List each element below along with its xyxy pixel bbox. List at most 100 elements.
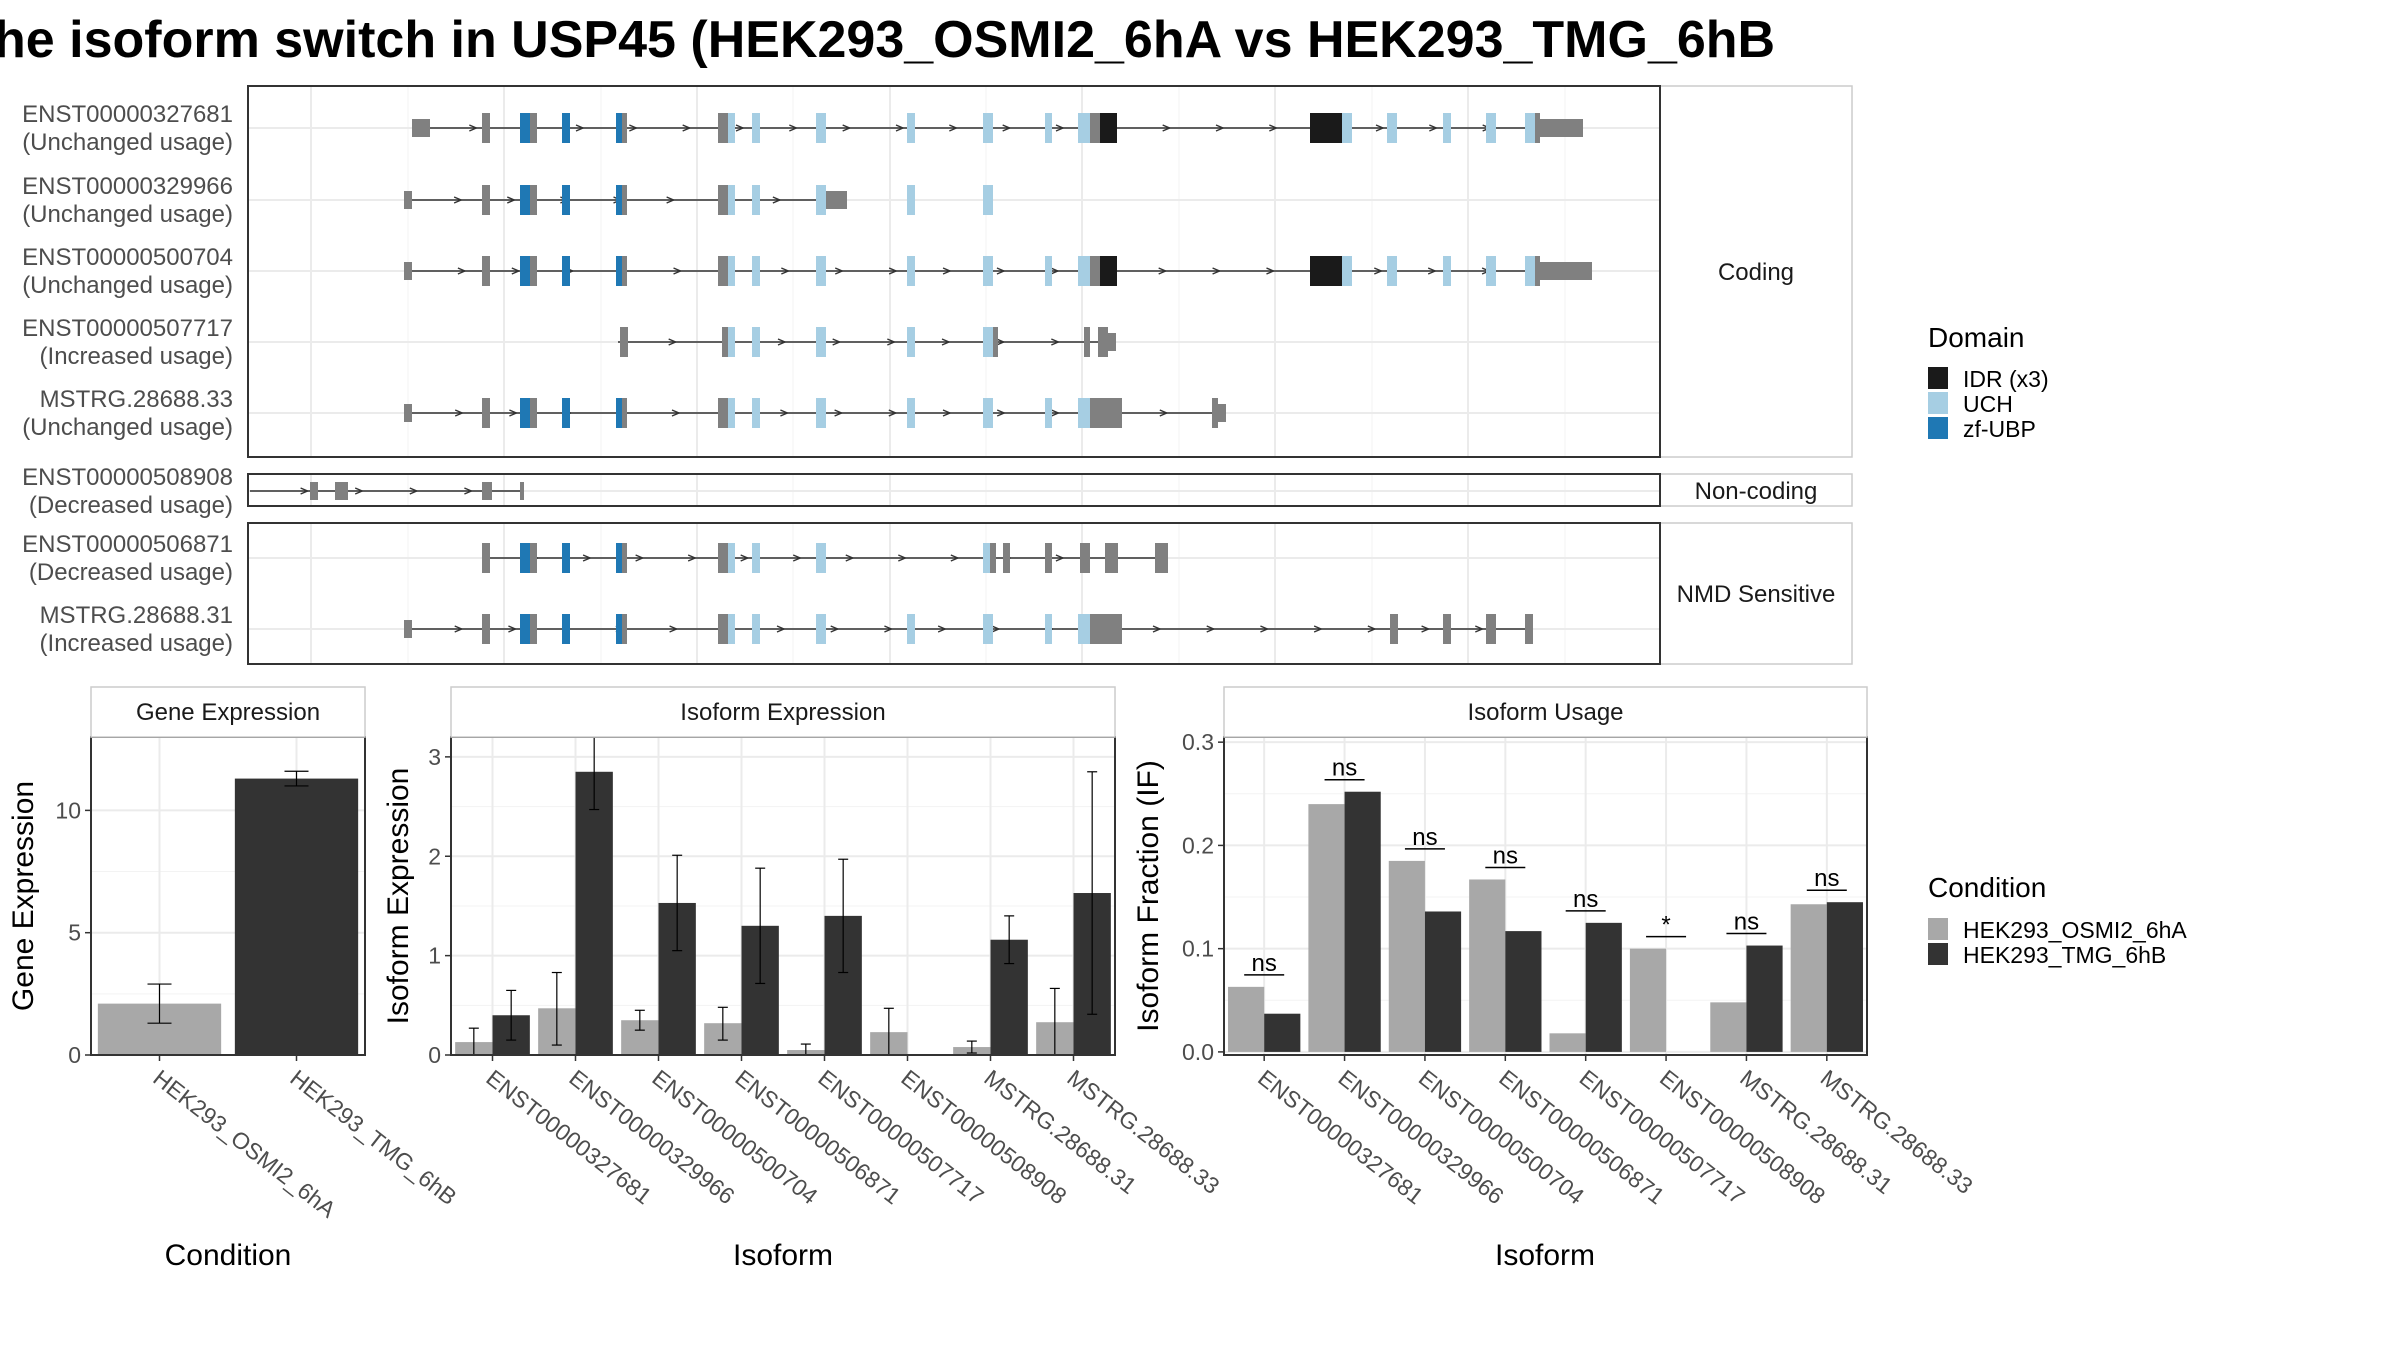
exon-cds: [983, 327, 993, 357]
intron-arrow: [834, 409, 844, 417]
intron-arrow: [687, 554, 697, 562]
transcript-structure-plot: Coding Non-coding NMD Sensitive ENST0000032…: [22, 85, 1853, 665]
exon-cds: [1084, 327, 1090, 357]
intron-arrow: [941, 338, 951, 346]
intron-arrow: [1002, 124, 1012, 132]
exon-cds: [1090, 614, 1100, 644]
exon-cds: [1100, 113, 1110, 143]
y-tick-label: 3: [428, 744, 441, 770]
exon-cds: [752, 185, 760, 215]
exon-cds: [520, 113, 530, 143]
exon-cds: [1310, 256, 1320, 286]
intron-arrow: [887, 338, 897, 346]
intron-arrow: [888, 267, 898, 275]
exon-cds: [983, 256, 993, 286]
exon-cds: [622, 185, 627, 215]
x-axis-title: Isoform: [1495, 1239, 1595, 1272]
transcript-label-id: MSTRG.28688.31: [40, 602, 233, 629]
exon-utr: [310, 482, 318, 500]
exon-cds: [482, 185, 490, 215]
x-axis-title: Condition: [165, 1239, 292, 1272]
exon-cds: [616, 113, 626, 143]
intron-arrow: [735, 124, 745, 132]
exon-cds: [562, 614, 570, 644]
exon-cds: [1100, 398, 1110, 428]
exon-cds: [728, 256, 735, 286]
exon-cds: [616, 185, 626, 215]
intron-arrow: [888, 409, 898, 417]
significance-label: ns: [1493, 842, 1518, 869]
intron-arrow: [1158, 267, 1168, 275]
intron-arrow: [1050, 267, 1060, 275]
intron-arrow: [772, 196, 782, 204]
exon-cds: [983, 113, 993, 143]
exon-cds: [1390, 614, 1398, 644]
intron-arrow: [671, 409, 681, 417]
exon-cds: [520, 398, 530, 428]
legend-label-idr: IDR (x3): [1963, 366, 2049, 392]
intron-arrow: [845, 554, 855, 562]
intron-arrow: [1260, 625, 1270, 633]
exon-cds: [728, 398, 735, 428]
panel-strip-label: Coding: [1718, 259, 1794, 286]
exon-cds: [1155, 543, 1168, 573]
exon-cds: [983, 398, 993, 428]
intron-arrow: [789, 124, 799, 132]
intron-arrow: [777, 338, 787, 346]
intron-arrow: [354, 487, 364, 495]
panel-strip: [1659, 473, 1853, 507]
legend-label-tmg: HEK293_TMG_6hB: [1963, 942, 2166, 968]
intron-arrow: [1427, 267, 1437, 275]
exon-cds: [1045, 113, 1052, 143]
exon-utr: [404, 191, 412, 209]
chart-title: Isoform Usage: [1467, 699, 1623, 726]
intron-arrow: [832, 338, 842, 346]
exon-cds: [616, 398, 626, 428]
intron-arrow: [1162, 124, 1172, 132]
intron-arrow: [898, 554, 908, 562]
domain-legend-title: Domain: [1928, 322, 2024, 353]
exon-cds: [622, 543, 627, 573]
y-tick-label: 0.1: [1182, 936, 1214, 962]
exon-cds: [1045, 256, 1052, 286]
panel-strip: [1659, 522, 1853, 665]
intron-arrow: [1313, 625, 1323, 633]
significance-label: ns: [1814, 865, 1839, 892]
y-axis-title: Isoform Fraction (IF): [1132, 760, 1165, 1032]
intron-arrow: [1269, 124, 1279, 132]
exon-utr: [335, 482, 348, 500]
exon-cds: [907, 327, 915, 357]
exon-cds: [718, 614, 728, 644]
exon-cds: [816, 256, 826, 286]
y-tick-label: 2: [428, 843, 441, 869]
isoform-usage-chart: ns ns ns ns ns * ns ns Isoform Usage 0.0 0.1 0.2 0.3…: [1132, 686, 1978, 1272]
bar: [1746, 945, 1783, 1052]
exon-cds: [1342, 256, 1352, 286]
significance-label: ns: [1734, 909, 1759, 936]
exon-cds: [520, 185, 530, 215]
y-tick-label: 0.3: [1182, 729, 1214, 755]
transcript-label-id: ENST00000506871: [22, 531, 233, 558]
exon-cds: [530, 256, 537, 286]
exon-cds: [907, 398, 915, 428]
exon-cds: [752, 113, 760, 143]
exon-cds: [907, 256, 915, 286]
exon-cds: [530, 113, 537, 143]
intron-arrow: [509, 409, 519, 417]
exon-cds: [983, 614, 993, 644]
exon-cds: [482, 256, 490, 286]
legend-key-zfubp: [1928, 417, 1948, 439]
exon-utr: [404, 262, 412, 280]
exon-cds: [1330, 256, 1342, 286]
significance-label: ns: [1412, 824, 1437, 851]
exon-cds: [728, 543, 735, 573]
intron-arrow: [454, 409, 464, 417]
exon-cds: [482, 543, 490, 573]
intron-arrow: [996, 267, 1006, 275]
exon-cds: [1078, 614, 1090, 644]
intron-arrow: [781, 267, 791, 275]
exon-cds: [907, 185, 915, 215]
chart-title: Gene Expression: [136, 699, 320, 726]
transcript-label-id: ENST00000500704: [22, 244, 233, 271]
intron-arrow: [949, 124, 959, 132]
